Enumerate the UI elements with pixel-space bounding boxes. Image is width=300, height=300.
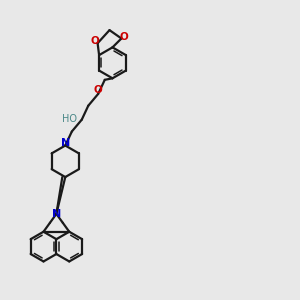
Text: O: O [90,36,99,46]
Text: N: N [61,138,70,148]
Text: HO: HO [62,114,77,124]
Text: O: O [94,85,103,95]
Text: N: N [52,209,61,219]
Text: O: O [120,32,129,42]
